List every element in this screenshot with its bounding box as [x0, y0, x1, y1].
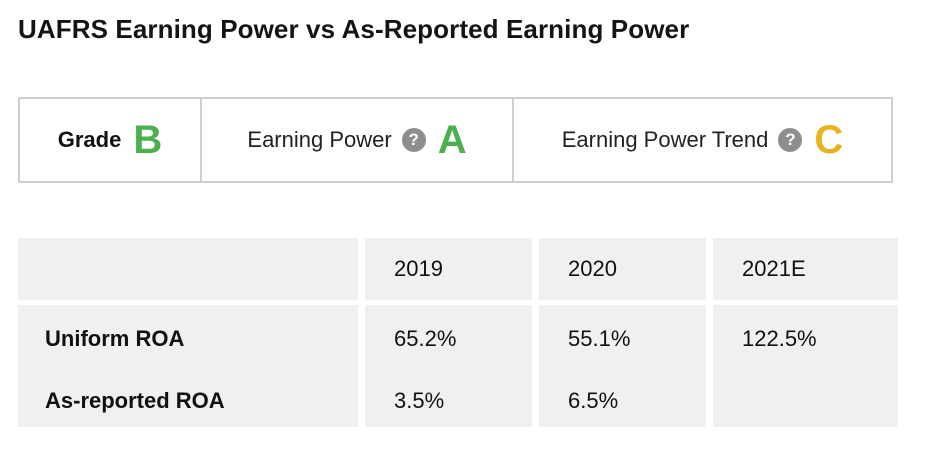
- table-row-label: As-reported ROA: [45, 388, 225, 413]
- page-title: UAFRS Earning Power vs As-Reported Earni…: [18, 14, 690, 44]
- column-2021e: 122.5%: [713, 305, 898, 427]
- table-header-2019: 2019: [365, 238, 532, 300]
- question-circle-icon[interactable]: ?: [401, 128, 426, 152]
- question-circle-icon[interactable]: ?: [778, 128, 803, 152]
- earning-power-grade: A: [437, 118, 467, 162]
- grade-letter: B: [133, 118, 163, 162]
- table-cell: [742, 390, 898, 452]
- roa-table: 2019 2020 2021E Uniform ROA As-reported …: [18, 238, 898, 427]
- column-2019: 65.2% 3.5%: [365, 305, 532, 427]
- table-cell: 65.2%: [394, 326, 457, 351]
- table-body: Uniform ROA As-reported ROA 65.2% 3.5% 5…: [18, 305, 898, 427]
- table-header-2020: 2020: [539, 238, 706, 300]
- column-2020: 55.1% 6.5%: [539, 305, 706, 427]
- table-cell: 122.5%: [742, 326, 817, 351]
- table-row-label: Uniform ROA: [45, 326, 185, 351]
- grade-summary-bar: Grade B Earning Power ? A Earning Power …: [18, 97, 893, 183]
- table-header-2021e: 2021E: [713, 238, 898, 300]
- earning-power-trend-cell: Earning Power Trend ? C: [512, 99, 891, 181]
- table-header-blank: [18, 238, 358, 300]
- table-cell: 6.5%: [568, 388, 619, 413]
- earning-power-label: Earning Power: [247, 127, 392, 152]
- earning-power-trend-label: Earning Power Trend: [561, 127, 769, 152]
- table-header-row: 2019 2020 2021E: [18, 238, 898, 300]
- earning-power-cell: Earning Power ? A: [200, 99, 512, 181]
- table-cell: 55.1%: [568, 326, 631, 351]
- table-cell: 3.5%: [394, 388, 445, 413]
- grade-cell: Grade B: [20, 99, 200, 181]
- row-labels-column: Uniform ROA As-reported ROA: [18, 305, 358, 427]
- earning-power-trend-grade: C: [814, 118, 844, 162]
- grade-label: Grade: [57, 127, 122, 152]
